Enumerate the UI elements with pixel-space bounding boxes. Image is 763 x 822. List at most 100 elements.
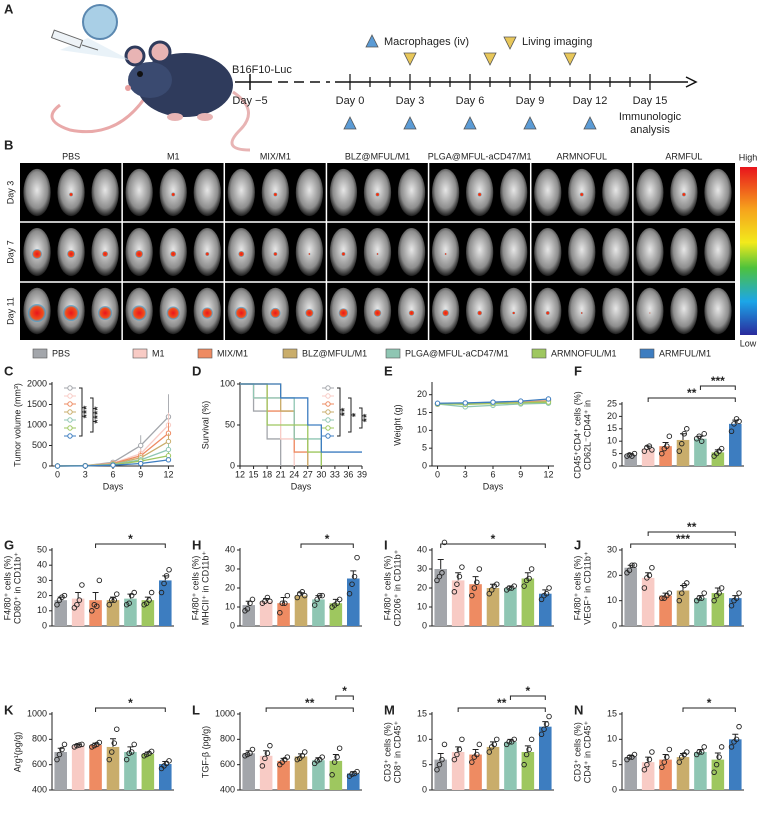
error-bar xyxy=(680,584,686,591)
signal xyxy=(135,250,144,258)
significance-label: * xyxy=(491,532,496,546)
significance-bracket xyxy=(79,387,83,437)
panel-letter: K xyxy=(4,702,14,717)
data-point xyxy=(284,754,291,760)
data-point xyxy=(76,597,83,603)
signal xyxy=(579,192,584,197)
significance-label: * xyxy=(325,532,330,546)
panel-letter: L xyxy=(192,702,200,717)
point xyxy=(165,446,172,453)
point xyxy=(434,400,441,406)
data-point xyxy=(511,736,517,743)
data-point xyxy=(666,746,673,753)
data-point xyxy=(631,450,638,457)
y-tick-label: 20 xyxy=(417,582,427,592)
y-tick-label: 40 xyxy=(37,560,47,570)
data-point xyxy=(148,589,155,596)
y-tick-label: 5 xyxy=(422,759,427,769)
significance-bracket xyxy=(682,707,736,712)
mouse-image xyxy=(23,168,51,217)
day-label: Day 6 xyxy=(456,95,485,107)
data-point xyxy=(114,726,120,732)
mouse-image xyxy=(431,168,460,217)
legend-point xyxy=(67,409,73,415)
y-axis-label: Survival (%) xyxy=(200,401,210,450)
significance-bracket xyxy=(95,543,166,548)
x-tick-label: 9 xyxy=(518,469,523,479)
bar xyxy=(71,745,85,790)
legend-point xyxy=(325,433,331,439)
signal xyxy=(67,250,76,258)
data-point xyxy=(459,564,465,570)
data-point xyxy=(486,749,492,755)
legend-swatch xyxy=(132,348,148,359)
signal xyxy=(338,308,349,318)
data-point xyxy=(459,736,465,743)
data-point xyxy=(56,751,63,758)
y-tick-label: 10 xyxy=(607,595,617,605)
mouse-image xyxy=(534,228,562,276)
data-point xyxy=(659,595,665,601)
significance-label: **** xyxy=(92,406,104,424)
bar xyxy=(141,600,155,626)
error-bar xyxy=(437,559,444,569)
signal xyxy=(63,305,80,321)
significance-label: * xyxy=(128,696,133,710)
imaging-marker xyxy=(483,52,497,66)
data-point xyxy=(733,736,740,743)
significance-label: ** xyxy=(497,696,507,710)
y-tick-label: 100 xyxy=(220,378,235,388)
injection-marker xyxy=(583,116,597,130)
point xyxy=(82,463,88,469)
legend-swatch xyxy=(639,348,655,359)
legend-label: ARMFUL/M1 xyxy=(659,348,711,358)
signal xyxy=(273,252,278,256)
mouse-image xyxy=(568,168,596,217)
data-point xyxy=(676,759,682,765)
data-point xyxy=(146,597,152,603)
data-point xyxy=(54,601,60,608)
data-point xyxy=(659,764,665,770)
analysis-label: analysis xyxy=(630,124,670,136)
legend-swatch xyxy=(197,348,213,359)
y-axis-label: VEGF⁺ in CD11b⁺ xyxy=(582,551,592,625)
data-point xyxy=(123,756,130,763)
bar xyxy=(729,598,742,626)
group-label: M1 xyxy=(167,151,180,161)
y-tick-label: 20 xyxy=(225,582,235,592)
data-point xyxy=(79,741,85,748)
error-bar xyxy=(714,752,721,760)
day-label: Day 9 xyxy=(516,95,545,107)
bar xyxy=(504,741,517,790)
legend-point xyxy=(67,401,73,407)
mouse-image xyxy=(91,168,119,217)
x-tick-label: 36 xyxy=(343,469,353,479)
point xyxy=(518,398,524,404)
panel-letter: B xyxy=(4,137,13,152)
data-point xyxy=(736,590,742,596)
mouse-image xyxy=(636,228,664,276)
x-tick-label: 24 xyxy=(289,469,299,479)
x-tick-label: 18 xyxy=(262,469,272,479)
bar xyxy=(242,753,255,790)
data-point xyxy=(247,750,253,757)
point xyxy=(462,400,468,406)
data-point xyxy=(684,749,690,755)
significance-label: ** xyxy=(687,386,697,400)
x-tick-label: 21 xyxy=(276,469,286,479)
data-point xyxy=(148,748,155,755)
data-point xyxy=(631,751,638,758)
data-point xyxy=(451,589,458,595)
bar xyxy=(539,726,552,790)
y-tick-label: 0 xyxy=(612,784,617,794)
data-point xyxy=(506,739,512,745)
data-point xyxy=(526,746,532,753)
data-point xyxy=(436,761,443,768)
mouse-illustration xyxy=(50,4,251,152)
y-tick-label: 0 xyxy=(230,620,235,630)
data-point xyxy=(319,592,325,599)
bar xyxy=(259,601,273,626)
data-point xyxy=(716,754,722,760)
y-tick-label: 5 xyxy=(612,448,617,458)
y-tick-label: 0 xyxy=(422,460,427,470)
